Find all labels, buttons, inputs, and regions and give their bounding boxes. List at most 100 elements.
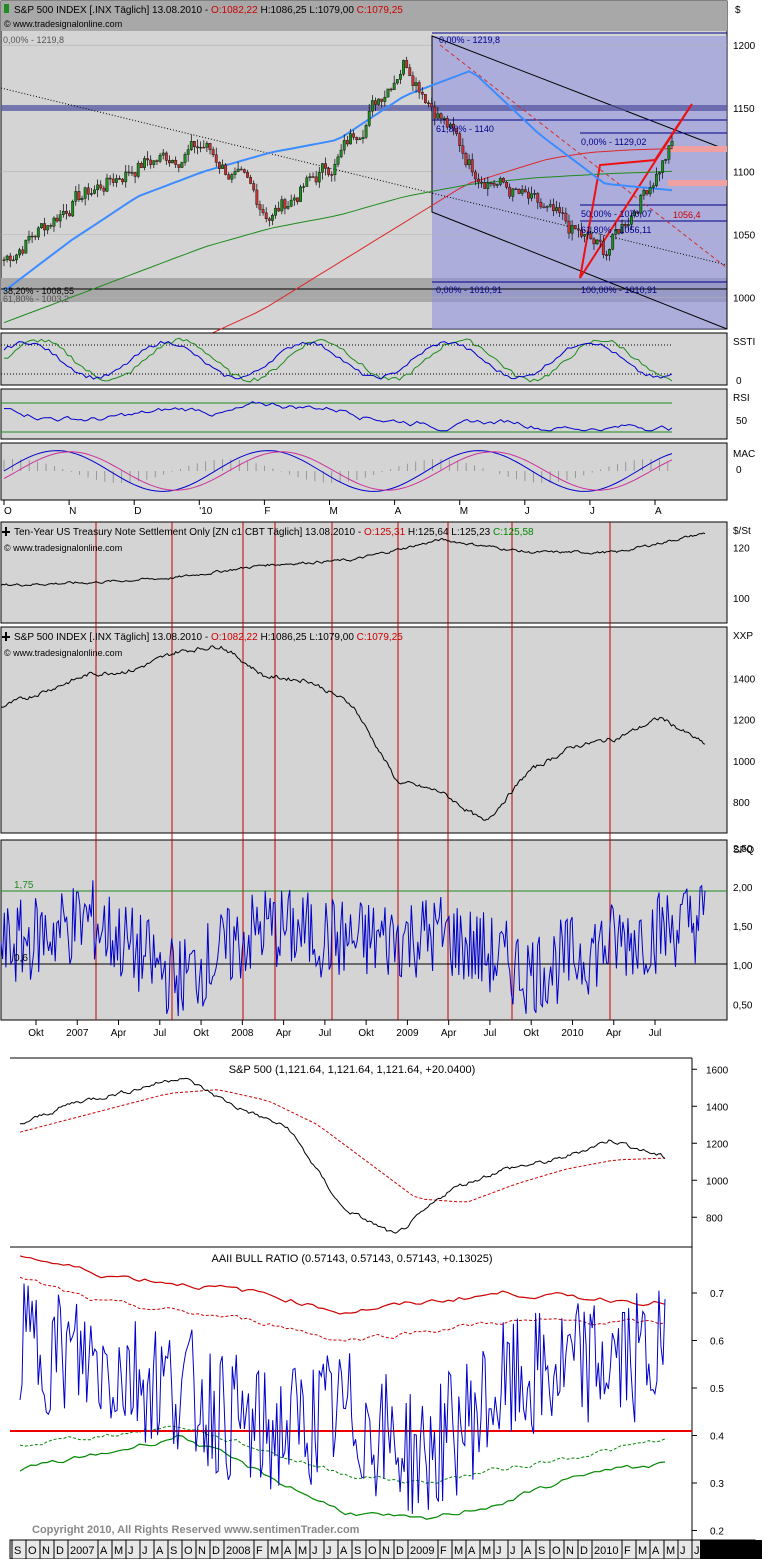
month-label: M: [666, 1545, 675, 1557]
candle: [377, 98, 380, 105]
spq-panel: [0, 839, 728, 1021]
candle: [280, 199, 284, 212]
candle: [495, 184, 499, 186]
candle: [473, 171, 477, 180]
month-axis: S O N D 2007 A M J J A S O N D 2008 F M A M J J A S O N D 2009 F M A M…: [11, 1540, 729, 1559]
candle: [339, 149, 343, 158]
dashed-red-trendline: [439, 44, 728, 269]
candle: [40, 223, 43, 229]
candle: [586, 233, 590, 235]
y-tick: 1200: [733, 716, 756, 727]
candles: [2, 56, 674, 268]
candle: [158, 154, 162, 162]
candle: [155, 160, 159, 162]
candle: [636, 211, 640, 214]
month-label: S: [722, 1545, 729, 1557]
candle: [193, 141, 196, 148]
month-label: M: [270, 1545, 279, 1557]
candle: [2, 259, 6, 261]
x-tick: Okt: [358, 1028, 374, 1039]
candle: [564, 212, 568, 222]
candle: [477, 178, 480, 183]
month-label: A: [100, 1545, 108, 1557]
month-label: N: [198, 1545, 206, 1557]
x-tick: D: [134, 506, 141, 517]
x-tick: 2010: [561, 1028, 584, 1039]
sst-panel: [0, 332, 728, 386]
candle: [199, 146, 203, 149]
month-label: M: [298, 1545, 307, 1557]
spx3-title: S&P 500 (1,121.64, 1,121.64, 1,121.64, +…: [229, 1064, 476, 1076]
month-label: J: [312, 1545, 318, 1557]
candle: [520, 189, 524, 194]
candle: [105, 177, 109, 192]
sst-label: SSTI: [733, 337, 755, 348]
candle: [458, 133, 462, 146]
candle: [114, 178, 118, 183]
candle: [605, 254, 608, 256]
candle: [271, 215, 274, 221]
macd-tick: 0: [736, 465, 742, 476]
candle: [620, 224, 624, 234]
month-label: D: [396, 1545, 404, 1557]
candle: [168, 160, 171, 164]
fib-label: 0,00% - 1219,8: [439, 35, 500, 45]
spx3-y-ticks: 1600 1400 1200 1000 800: [692, 1065, 729, 1224]
candle: [430, 103, 434, 108]
candle: [136, 163, 140, 177]
rsi-tick: 50: [736, 416, 748, 427]
month-label: S: [538, 1545, 545, 1557]
y-tick: 1100: [733, 167, 755, 178]
candle: [171, 159, 174, 164]
y-tick: 800: [706, 1213, 723, 1224]
candle: [202, 146, 206, 149]
candle: [311, 176, 315, 178]
candle: [224, 164, 228, 175]
candle: [570, 225, 574, 234]
candle: [274, 207, 277, 216]
candle: [292, 197, 296, 201]
month-label: 2008: [226, 1545, 250, 1557]
x-tick: O: [4, 506, 12, 517]
upper-inner-band-line: [19, 1276, 666, 1342]
candle: [464, 153, 468, 166]
candle: [242, 169, 246, 173]
spx2-title: S&P 500 INDEX [.INX Täglich] 13.08.2010 …: [14, 632, 403, 643]
candle: [461, 145, 465, 154]
candle: [46, 225, 50, 231]
candle: [320, 163, 324, 173]
candle: [514, 188, 518, 191]
pink-zone-1: [668, 146, 727, 152]
header-band: [1, 1, 727, 31]
month-label: N: [382, 1545, 390, 1557]
candle: [267, 218, 271, 221]
candle: [27, 236, 31, 241]
candle: [189, 141, 193, 150]
candle: [580, 229, 583, 237]
fib-label: 100,00% - 1010,91: [581, 285, 657, 295]
candle: [249, 177, 252, 184]
y-tick: 0.7: [710, 1289, 724, 1300]
candle: [299, 186, 302, 202]
x-tick: Jul: [649, 1028, 662, 1039]
candle: [349, 133, 352, 145]
month-label: M: [114, 1545, 123, 1557]
candle: [399, 73, 402, 80]
x-tick: Apr: [441, 1028, 457, 1039]
pink-zone-2: [668, 180, 727, 186]
candle: [49, 225, 53, 227]
candle: [239, 168, 243, 171]
copyright: Copyright 2010, All Rights Reserved www.…: [32, 1524, 360, 1536]
candle: [327, 168, 331, 175]
candle: [252, 183, 256, 191]
candle: [58, 214, 62, 222]
y-tick: 1200: [706, 1139, 729, 1150]
month-label: A: [156, 1545, 164, 1557]
month-label: F: [256, 1545, 263, 1557]
month-label: J: [128, 1545, 134, 1557]
candle: [645, 190, 649, 195]
macd-line: [3, 450, 673, 492]
candle: [86, 187, 90, 195]
month-label: A: [340, 1545, 348, 1557]
